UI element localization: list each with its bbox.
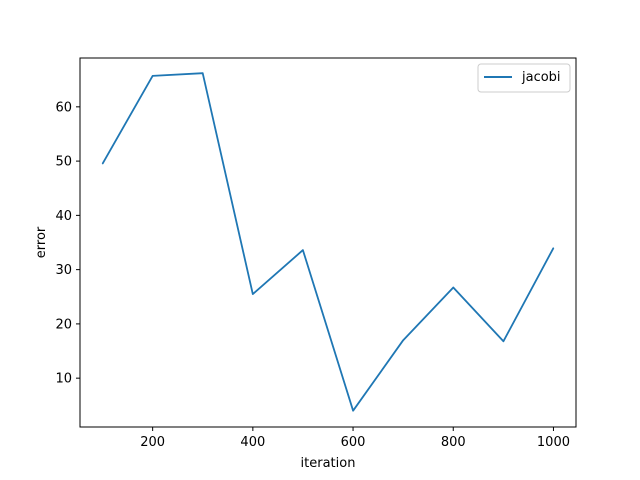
plot-frame — [79, 57, 577, 428]
data-point — [252, 293, 254, 295]
data-point — [402, 339, 404, 341]
legend-label-jacobi: jacobi — [521, 70, 561, 85]
x-axis-ticks: 200 400 600 800 1000 — [140, 427, 570, 450]
data-point — [102, 163, 104, 165]
y-tick-label: 60 — [55, 100, 72, 115]
x-axis-label: iteration — [301, 456, 356, 471]
series-line-jacobi — [101, 72, 555, 412]
data-point — [502, 340, 504, 342]
x-tick-label: 600 — [341, 435, 366, 450]
data-point — [552, 247, 554, 249]
y-tick-label: 50 — [55, 155, 72, 170]
y-axis-label: error — [34, 226, 49, 258]
x-tick-label: 400 — [240, 435, 265, 450]
y-tick-label: 40 — [55, 209, 72, 224]
y-tick-label: 10 — [55, 372, 72, 387]
legend-box — [477, 63, 571, 93]
data-point — [152, 75, 154, 77]
legend: jacobi — [477, 63, 571, 93]
x-tick-label: 800 — [441, 435, 466, 450]
data-point — [452, 287, 454, 289]
y-tick-label: 30 — [55, 263, 72, 278]
y-tick-label: 20 — [55, 317, 72, 332]
x-tick-label: 200 — [140, 435, 165, 450]
series-layer — [101, 72, 555, 412]
data-point — [352, 410, 354, 412]
y-axis-ticks: 10 20 30 40 50 60 — [55, 100, 80, 387]
x-tick-label: 1000 — [537, 435, 570, 450]
plot-background — [80, 58, 576, 427]
data-point — [302, 249, 304, 251]
data-point — [202, 72, 204, 74]
